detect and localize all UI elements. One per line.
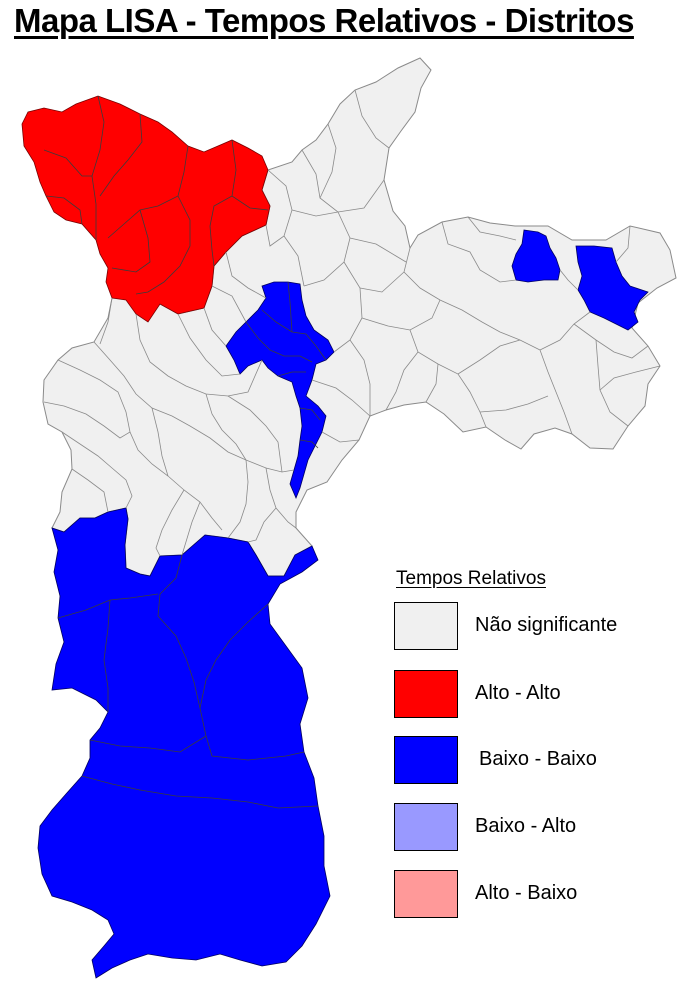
legend-item-nao-significante: Não significante [393, 602, 673, 652]
district-boundaries [43, 89, 661, 557]
legend-label-nao-significante: Não significante [475, 614, 618, 636]
legend-title: Tempos Relativos [396, 568, 546, 589]
page-title: Mapa LISA - Tempos Relativos - Distritos [14, 2, 634, 39]
legend-label-baixo-baixo: Baixo - Baixo [479, 748, 597, 770]
district-boundaries-baixo-centro [245, 281, 327, 449]
legend-item-baixo-baixo: Baixo - Baixo [393, 736, 673, 786]
legend-item-baixo-alto: Baixo - Alto [393, 803, 673, 853]
legend-label-alto-baixo: Alto - Baixo [475, 882, 578, 904]
district-boundaries-baixo-sul [57, 554, 319, 809]
map-legend: Tempos Relativos Não significante Alto -… [393, 566, 673, 926]
legend-swatch-nao-significante [394, 602, 458, 650]
choropleth-map [21, 57, 677, 979]
legend-label-alto-alto: Alto - Alto [475, 682, 561, 704]
legend-swatch-alto-baixo [394, 870, 458, 918]
map-region-baixo-baixo-leste-1 [511, 229, 561, 283]
district-boundaries-alto-alto [43, 95, 269, 295]
map-region-baixo-baixo-centro [225, 281, 335, 500]
legend-swatch-alto-alto [394, 670, 458, 718]
legend-item-alto-baixo: Alto - Baixo [393, 870, 673, 920]
legend-label-baixo-alto: Baixo - Alto [475, 815, 577, 837]
map-region-baixo-baixo-sul [37, 507, 331, 979]
legend-swatch-baixo-baixo [394, 736, 458, 784]
title-block: Mapa LISA - Tempos Relativos - Distritos [14, 2, 680, 46]
map-area [0, 48, 694, 992]
legend-swatch-baixo-alto [394, 803, 458, 851]
legend-item-alto-alto: Alto - Alto [393, 670, 673, 720]
